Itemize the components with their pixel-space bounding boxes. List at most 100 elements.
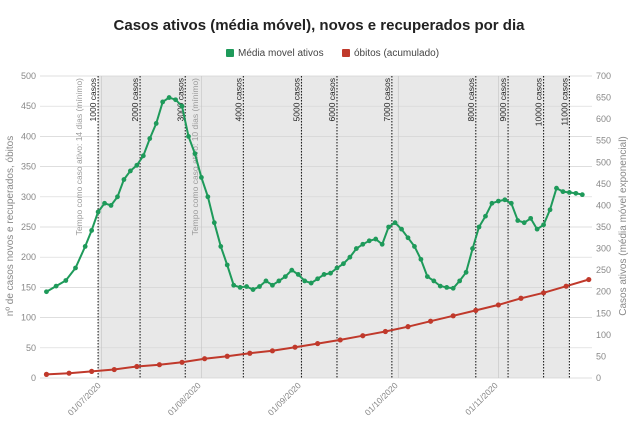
deaths-point	[563, 283, 569, 289]
y-tick-right: 100	[596, 330, 611, 340]
active-point	[250, 287, 256, 292]
active-point	[315, 276, 321, 282]
y-tick-left: 450	[21, 101, 36, 111]
active-point	[405, 235, 411, 241]
case-marker-label: 6000 casos	[327, 78, 337, 121]
y-tick-right: 150	[596, 308, 611, 318]
active-point	[573, 190, 579, 196]
case-marker-label: 4000 casos	[233, 78, 243, 121]
active-point	[489, 200, 495, 206]
active-point	[95, 209, 101, 215]
active-point	[463, 269, 469, 275]
deaths-point	[269, 348, 276, 354]
active-point	[237, 285, 243, 290]
x-tick-label: 01/10/2020	[363, 380, 400, 417]
case-marker-label: 8000 casos	[466, 78, 476, 121]
x-tick-label: 01/09/2020	[266, 380, 303, 417]
y-tick-right: 500	[596, 157, 611, 167]
legend-label-deaths[interactable]: óbitos (acumulado)	[354, 48, 439, 59]
active-series[interactable]	[44, 95, 585, 295]
active-point	[534, 226, 540, 232]
y-tick-left: 200	[21, 252, 36, 262]
active-point	[399, 226, 404, 232]
active-point	[231, 282, 237, 288]
deaths-point	[134, 363, 140, 370]
active-point	[541, 222, 546, 228]
y-tick-left: 50	[26, 343, 36, 353]
deaths-point	[586, 276, 592, 283]
active-point	[282, 274, 288, 280]
deaths-point	[518, 295, 524, 301]
active-point	[457, 278, 463, 284]
y-tick-right: 50	[596, 351, 606, 361]
active-point	[134, 162, 140, 168]
active-point	[495, 198, 501, 204]
active-point	[366, 238, 372, 244]
deaths-point	[89, 368, 95, 374]
legend-swatch-deaths	[342, 49, 350, 57]
active-point	[373, 236, 379, 242]
active-point	[412, 244, 417, 249]
active-point	[289, 267, 295, 273]
active-point	[121, 177, 127, 182]
case-marker-label: 7000 casos	[382, 78, 392, 121]
deaths-point	[450, 313, 456, 319]
y-tick-right: 650	[596, 93, 611, 103]
active-point	[270, 282, 275, 288]
active-point	[386, 224, 392, 230]
active-point	[205, 194, 211, 200]
x-tick-label: 01/08/2020	[166, 380, 203, 417]
deaths-point	[360, 333, 366, 339]
active-point	[579, 192, 585, 198]
deaths-series[interactable]	[43, 276, 592, 377]
y-tick-left: 150	[21, 282, 36, 292]
active-point	[379, 241, 385, 247]
deaths-point	[66, 370, 72, 376]
case-marker-label: 3000 casos	[175, 78, 185, 121]
active-point	[341, 261, 346, 267]
deaths-point	[315, 340, 321, 347]
active-point	[173, 97, 178, 103]
active-point	[108, 203, 114, 208]
active-point	[424, 274, 430, 280]
y-axis-right-label: Casos ativos (média móvel exponencial)	[618, 136, 629, 316]
active-point	[153, 121, 159, 126]
active-point	[257, 284, 262, 289]
active-point	[521, 220, 527, 226]
active-point	[431, 278, 437, 284]
deaths-point	[43, 371, 50, 377]
active-point	[244, 284, 249, 289]
active-point	[321, 272, 327, 277]
deaths-point	[292, 344, 298, 350]
deaths-point	[111, 366, 117, 373]
case-marker-label: 10000 casos	[534, 78, 544, 126]
active-point	[127, 168, 133, 174]
active-point	[567, 190, 572, 195]
case-marker-label: 11000 casos	[559, 78, 569, 126]
y-tick-left: 500	[21, 71, 36, 81]
active-point	[166, 95, 172, 100]
case-marker-label: 1000 casos	[88, 78, 98, 121]
active-point	[328, 270, 333, 276]
y-tick-right: 200	[596, 287, 611, 297]
deaths-point	[156, 362, 163, 368]
legend-label-active[interactable]: Média movel ativos	[238, 48, 324, 59]
active-point	[53, 283, 59, 289]
y-tick-left: 0	[31, 373, 36, 383]
y-tick-left: 400	[21, 131, 36, 141]
y-axis-left-label: nº de casos novos e recuperados, óbitos	[5, 136, 16, 316]
active-point	[360, 241, 366, 247]
active-point	[502, 197, 508, 203]
active-point	[186, 134, 191, 139]
period-annotation: Tempo como caso ativo: 14 dias (mínimo)	[74, 78, 84, 235]
legend[interactable]: Média movel ativos óbitos (acumulado)	[226, 48, 439, 59]
y-tick-right: 600	[596, 114, 611, 124]
active-point	[437, 283, 443, 289]
active-point	[199, 174, 204, 180]
x-tick-label: 01/11/2020	[463, 380, 500, 417]
active-point	[554, 185, 559, 191]
active-point	[308, 280, 314, 286]
active-point	[483, 213, 488, 219]
